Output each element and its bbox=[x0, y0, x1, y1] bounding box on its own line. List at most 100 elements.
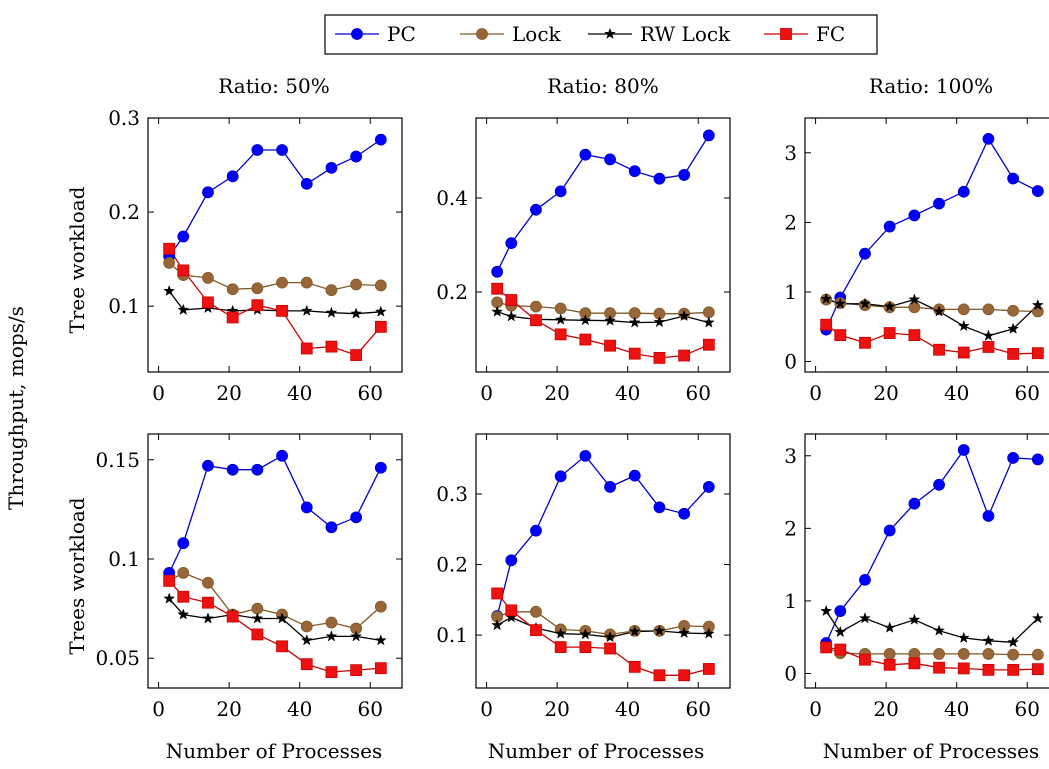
data-point-pc bbox=[957, 185, 970, 198]
data-point-rw-lock bbox=[201, 612, 214, 624]
y-tick-label: 0.2 bbox=[436, 280, 468, 304]
data-point-pc bbox=[491, 265, 504, 278]
data-point-pc bbox=[202, 186, 214, 199]
series-line-rw-lock bbox=[496, 616, 709, 638]
data-point-rw-lock bbox=[505, 310, 518, 322]
y-tick-label: 0.2 bbox=[436, 553, 468, 577]
row-label-trees-workload: Trees workload bbox=[65, 497, 89, 654]
series-line-rw-lock bbox=[496, 311, 709, 324]
data-point-fc bbox=[933, 343, 945, 356]
data-point-rw-lock bbox=[858, 612, 871, 624]
data-point-fc bbox=[933, 661, 945, 674]
data-point-lock bbox=[350, 278, 363, 291]
plot-frame bbox=[475, 433, 731, 689]
data-point-rw-lock bbox=[350, 630, 363, 642]
x-tick-label: 40 bbox=[287, 381, 312, 405]
series-line-fc bbox=[826, 646, 1038, 671]
data-point-lock bbox=[177, 567, 190, 579]
y-tick-label: 0.1 bbox=[108, 294, 140, 318]
panel-tree-ratio-100: 0 20 40 60 0 1 2 3 bbox=[784, 117, 1049, 405]
data-point-lock bbox=[957, 303, 970, 316]
data-point-fc bbox=[1007, 348, 1020, 360]
data-point-rw-lock bbox=[702, 627, 715, 639]
data-point-rw-lock bbox=[1007, 636, 1020, 648]
data-point-fc bbox=[908, 657, 921, 670]
data-point-rw-lock bbox=[957, 631, 970, 644]
data-point-lock bbox=[325, 616, 338, 629]
x-tick-label: 40 bbox=[944, 381, 969, 405]
legend-items: PC Lock RW Lock FC bbox=[335, 22, 845, 46]
data-point-lock bbox=[883, 647, 896, 660]
series-line-fc bbox=[168, 580, 381, 673]
shared-y-axis-label: Throughput, mops/s bbox=[4, 306, 28, 510]
data-point-lock bbox=[251, 282, 264, 295]
row-label-tree-workload: Tree workload bbox=[65, 186, 89, 333]
data-point-pc bbox=[678, 507, 691, 520]
panel-trees-ratio-50: 0 20 40 60 0.05 0.1 0.15 bbox=[95, 433, 403, 721]
y-tick-label: 0 bbox=[784, 350, 797, 374]
data-point-fc bbox=[251, 299, 264, 312]
series-group bbox=[163, 133, 387, 361]
data-point-rw-lock bbox=[834, 297, 847, 309]
data-point-fc bbox=[579, 641, 592, 653]
y-tick-label: 1 bbox=[784, 280, 797, 304]
data-point-lock bbox=[908, 301, 921, 314]
x-tick-label: 60 bbox=[358, 697, 383, 721]
data-point-pc bbox=[202, 459, 214, 472]
y-tick-label: 0.1 bbox=[108, 547, 140, 571]
data-point-pc bbox=[374, 461, 387, 474]
legend-marker-lock bbox=[476, 28, 488, 40]
series-line-lock bbox=[825, 646, 1038, 656]
data-point-rw-lock bbox=[820, 292, 833, 305]
data-point-fc bbox=[163, 242, 176, 255]
data-point-pc bbox=[702, 481, 715, 493]
data-point-fc bbox=[505, 294, 518, 306]
data-point-lock bbox=[276, 276, 288, 289]
data-point-rw-lock bbox=[177, 608, 190, 620]
data-point-rw-lock bbox=[628, 316, 641, 328]
data-point-fc bbox=[374, 662, 387, 675]
data-point-rw-lock bbox=[1007, 322, 1020, 334]
series-group bbox=[163, 449, 387, 679]
data-point-rw-lock bbox=[702, 316, 715, 328]
data-point-rw-lock bbox=[858, 297, 871, 309]
data-point-fc bbox=[908, 329, 921, 342]
x-tick-label: 0 bbox=[152, 381, 165, 405]
data-point-rw-lock bbox=[883, 621, 896, 633]
data-point-pc bbox=[251, 463, 264, 476]
data-point-fc bbox=[530, 624, 542, 637]
data-point-lock bbox=[1007, 304, 1020, 317]
data-point-fc bbox=[491, 282, 504, 295]
series-line-pc bbox=[825, 448, 1038, 644]
data-point-pc bbox=[530, 203, 542, 216]
data-point-lock bbox=[374, 279, 387, 292]
x-tick-label: 0 bbox=[809, 381, 822, 405]
data-point-pc bbox=[554, 470, 567, 483]
x-tick-label: 40 bbox=[287, 697, 312, 721]
data-point-rw-lock bbox=[374, 634, 387, 646]
data-point-fc bbox=[859, 336, 871, 349]
data-point-fc bbox=[653, 351, 666, 364]
y-tick-label: 0 bbox=[784, 661, 797, 685]
data-point-rw-lock bbox=[628, 625, 641, 637]
plot-frame bbox=[147, 117, 403, 373]
data-point-pc bbox=[579, 449, 592, 462]
series-line-rw-lock bbox=[168, 598, 381, 642]
col-title-ratio-80: Ratio: 80% bbox=[547, 74, 658, 98]
panel-tree-ratio-80: 0 20 40 60 0.2 0.4 bbox=[436, 117, 731, 405]
data-point-pc bbox=[300, 501, 313, 514]
data-point-pc bbox=[982, 510, 995, 522]
data-point-pc bbox=[604, 153, 616, 166]
x-tick-label: 0 bbox=[480, 381, 493, 405]
data-point-rw-lock bbox=[957, 319, 970, 332]
data-point-pc bbox=[957, 444, 970, 456]
data-point-fc bbox=[202, 296, 214, 309]
data-point-pc bbox=[883, 524, 896, 537]
data-point-lock bbox=[530, 300, 542, 313]
panel-trees-ratio-80: 0 20 40 60 0.1 0.2 0.3 bbox=[436, 433, 731, 721]
data-point-fc bbox=[702, 663, 715, 675]
y-tick-label: 3 bbox=[784, 444, 797, 468]
y-tick-label: 0.05 bbox=[95, 646, 140, 670]
legend-label-pc: PC bbox=[387, 22, 416, 46]
x-tick-label: 0 bbox=[152, 697, 165, 721]
